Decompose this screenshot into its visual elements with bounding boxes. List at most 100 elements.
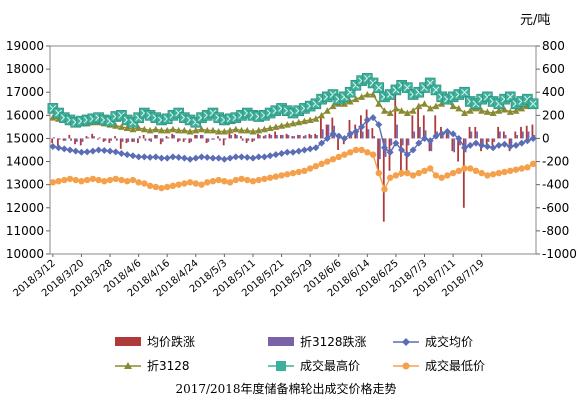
low-price-point [72, 176, 79, 184]
low-price-point [335, 153, 342, 161]
conv3128-price-point [198, 125, 206, 133]
plot-area: 10000 11000 12000 13000 14000 15000 16000 17000… [6, 39, 577, 299]
conv3128-price-point [300, 117, 308, 125]
avg-change-bar [102, 138, 105, 142]
low-price-point [432, 172, 440, 179]
avg-change-bar [474, 126, 477, 139]
avg-change-bar [491, 138, 494, 146]
legend-item-high: 成交最高价 [268, 358, 360, 373]
low-price-point [238, 175, 245, 183]
avg-change-bar [342, 138, 345, 145]
low-price-point [381, 186, 388, 193]
avg-price-point [352, 128, 360, 136]
right-tick-label: -800 [542, 224, 569, 238]
avg-price-point [266, 152, 274, 160]
low-price-point [249, 178, 257, 185]
avg-change-bar [468, 126, 471, 139]
avg-change-bar [520, 126, 522, 139]
conv3128-price-point [478, 107, 486, 114]
avg-change-bar [91, 133, 94, 139]
low-price-point [261, 175, 268, 183]
avg-price-point [140, 153, 148, 161]
low-price-point [158, 184, 165, 192]
avg-price-point [260, 153, 268, 161]
right-tick-label: -200 [542, 155, 569, 169]
conv3128-change-bar [196, 134, 198, 139]
low-price-point [438, 174, 445, 181]
low-price-point [507, 167, 514, 174]
low-price-point [89, 175, 97, 183]
low-price-point [232, 176, 240, 184]
legend-label: 成交最低价 [425, 358, 485, 373]
avg-price-point [226, 154, 234, 162]
conv3128-change-bar [481, 138, 484, 146]
conv3128-price-point [266, 124, 274, 132]
low-price-point [461, 165, 468, 172]
conv3128-change-bar [241, 138, 244, 141]
avg-price-point [501, 140, 509, 148]
avg-price-point [152, 153, 160, 161]
avg-price-point [478, 141, 486, 149]
avg-change-bar [171, 133, 174, 139]
low-price-point [364, 149, 371, 156]
avg-change-bar [457, 138, 460, 162]
avg-change-bar [159, 138, 162, 145]
avg-price-point [329, 130, 337, 138]
left-tick-label: 19000 [6, 39, 44, 53]
avg-change-bar [497, 126, 500, 139]
conv3128-price-point [123, 124, 131, 132]
avg-change-bar [291, 136, 294, 139]
avg-price-point [483, 143, 491, 151]
low-price-point [484, 172, 491, 179]
conv3128-change-bar [407, 138, 410, 146]
low-price-point [55, 178, 62, 185]
low-price-point [95, 176, 102, 184]
conv3128-change-bar [110, 138, 113, 141]
conv3128-price-point [380, 107, 388, 114]
conv3128-change-bar [459, 138, 461, 146]
low-price-point [204, 179, 211, 186]
conv3128-change-bar [373, 136, 376, 139]
legend-item-avg_change: 均价跌涨 [115, 334, 195, 349]
conv3128-price-point [203, 126, 211, 134]
legend-marker [402, 338, 410, 346]
conv3128-change-bar [81, 138, 84, 142]
conv3128-change-bar [418, 126, 421, 139]
low-price-point [169, 182, 177, 190]
low-price-point [118, 176, 125, 184]
legend-item-avg: 成交均价 [393, 334, 473, 349]
avg-change-bar [154, 134, 156, 139]
avg-change-bar [525, 125, 528, 139]
conv3128-change-bar [207, 138, 210, 142]
left-tick-label: 13000 [6, 178, 44, 192]
avg-change-bar [365, 109, 368, 139]
legend-swatch [115, 337, 141, 346]
avg-price-point [49, 143, 57, 151]
avg-price-point [415, 139, 423, 147]
conv3128-change-bar [527, 131, 530, 139]
avg-price-point [169, 153, 177, 161]
low-price-point [449, 169, 457, 177]
avg-price-point [438, 130, 446, 138]
low-price-point [352, 146, 360, 154]
low-price-point [472, 167, 480, 174]
avg-change-bar [199, 134, 202, 139]
conv3128-change-bar [213, 138, 215, 140]
avg-price-point [135, 153, 143, 161]
low-price-point [404, 169, 411, 177]
avg-change-bar [394, 89, 397, 139]
avg-change-bar [62, 138, 65, 141]
conv3128-change-bar [310, 134, 313, 139]
avg-price-point [506, 143, 514, 151]
avg-price-point [426, 137, 434, 145]
conv3128-change-bar [264, 134, 267, 139]
low-price-point [392, 172, 400, 179]
conv3128-change-bar [53, 137, 55, 139]
conv3128-price-point [192, 126, 200, 134]
low-price-point [415, 169, 422, 177]
conv3128-price-point [369, 91, 377, 98]
avg-price-point [77, 148, 85, 156]
avg-price-point [89, 147, 97, 155]
conv3128-price-point [157, 126, 165, 134]
